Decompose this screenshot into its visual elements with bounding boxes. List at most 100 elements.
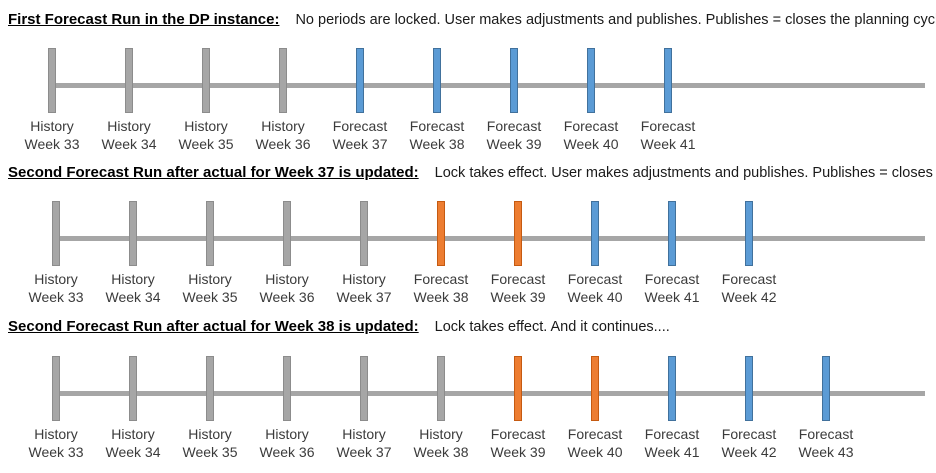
tick-label: History Week 33 [6,118,98,153]
tick-history-week-38 [437,356,445,421]
tick-label: Forecast Week 40 [549,271,641,306]
timeline-1: History Week 33 History Week 34 History Week … [0,48,936,160]
tick-label-week: Week 37 [336,288,392,305]
tick-label-type: Forecast [721,271,777,287]
tick-label-type: Forecast [409,118,465,134]
tick-label-type: Forecast [721,426,777,442]
tick-history-week-37 [360,356,368,421]
section-2-heading: Second Forecast Run after actual for Wee… [8,163,936,183]
tick-label: History Week 38 [395,426,487,461]
tick-label-week: Week 35 [178,135,234,152]
tick-label-week: Week 43 [798,443,854,460]
tick-history-week-37 [360,201,368,266]
tick-forecast-week-40 [591,201,599,266]
tick-label: History Week 37 [318,271,410,306]
tick-label-week: Week 41 [644,443,700,460]
tick-label-type: History [261,118,305,134]
tick-locked-week-39 [514,201,522,266]
tick-label-type: Forecast [490,271,546,287]
tick-history-week-35 [206,356,214,421]
tick-label-type: History [34,426,78,442]
tick-label: Forecast Week 39 [468,118,560,153]
tick-label: History Week 36 [237,118,329,153]
tick-label-week: Week 42 [721,288,777,305]
tick-label-type: Forecast [644,426,700,442]
tick-label: Forecast Week 41 [622,118,714,153]
tick-label-week: Week 34 [101,135,157,152]
timeline-axis [52,391,925,396]
tick-label-type: Forecast [567,271,623,287]
tick-label-week: Week 36 [255,135,311,152]
tick-label: Forecast Week 41 [626,426,718,461]
tick-label-type: Forecast [490,426,546,442]
tick-label-type: Forecast [563,118,619,134]
tick-label-week: Week 38 [409,135,465,152]
tick-forecast-week-39 [510,48,518,113]
tick-history-week-33 [48,48,56,113]
tick-label: History Week 35 [164,426,256,461]
tick-label-type: Forecast [798,426,854,442]
tick-label-week: Week 37 [336,443,392,460]
tick-forecast-week-41 [664,48,672,113]
tick-label-type: History [184,118,228,134]
tick-label: Forecast Week 40 [545,118,637,153]
tick-forecast-week-37 [356,48,364,113]
tick-label: Forecast Week 42 [703,271,795,306]
tick-label: Forecast Week 39 [472,426,564,461]
tick-label-week: Week 34 [105,288,161,305]
tick-forecast-week-42 [745,201,753,266]
tick-label: History Week 35 [160,118,252,153]
tick-label-type: History [111,271,155,287]
section-3-heading: Second Forecast Run after actual for Wee… [8,317,670,337]
tick-label-type: Forecast [644,271,700,287]
tick-label-week: Week 39 [490,443,546,460]
tick-label-week: Week 37 [332,135,388,152]
section-2-description: Lock takes effect. User makes adjustment… [434,165,936,181]
tick-forecast-week-43 [822,356,830,421]
tick-label-week: Week 34 [105,443,161,460]
section-2-title: Second Forecast Run after actual for Wee… [8,164,419,181]
tick-label: Forecast Week 37 [314,118,406,153]
tick-history-week-34 [129,356,137,421]
tick-label-week: Week 40 [567,288,623,305]
tick-label-type: History [107,118,151,134]
tick-locked-week-39 [514,356,522,421]
tick-label: Forecast Week 40 [549,426,641,461]
tick-label-week: Week 36 [259,443,315,460]
tick-history-week-35 [206,201,214,266]
tick-label-type: History [188,426,232,442]
tick-history-week-36 [283,201,291,266]
tick-label: History Week 34 [87,426,179,461]
tick-label: Forecast Week 43 [780,426,872,461]
tick-label-type: History [342,426,386,442]
tick-locked-week-40 [591,356,599,421]
tick-locked-week-38 [437,201,445,266]
tick-label-week: Week 33 [24,135,80,152]
tick-label-week: Week 39 [486,135,542,152]
tick-history-week-36 [283,356,291,421]
tick-label-week: Week 40 [563,135,619,152]
tick-history-week-33 [52,201,60,266]
tick-label: Forecast Week 38 [395,271,487,306]
tick-label-type: History [265,426,309,442]
tick-label-type: Forecast [413,271,469,287]
section-1-title: First Forecast Run in the DP instance: [8,11,280,28]
tick-label-week: Week 33 [28,288,84,305]
tick-label-week: Week 41 [640,135,696,152]
tick-label-type: History [30,118,74,134]
tick-label-week: Week 41 [644,288,700,305]
tick-label: Forecast Week 38 [391,118,483,153]
tick-label: History Week 36 [241,271,333,306]
tick-label-week: Week 35 [182,288,238,305]
tick-forecast-week-38 [433,48,441,113]
tick-label-type: History [265,271,309,287]
tick-label-type: Forecast [567,426,623,442]
tick-label: History Week 33 [10,426,102,461]
tick-label: Forecast Week 39 [472,271,564,306]
tick-history-week-34 [129,201,137,266]
tick-label-type: History [34,271,78,287]
tick-label-type: Forecast [332,118,388,134]
tick-history-week-34 [125,48,133,113]
tick-label-week: Week 38 [413,443,469,460]
